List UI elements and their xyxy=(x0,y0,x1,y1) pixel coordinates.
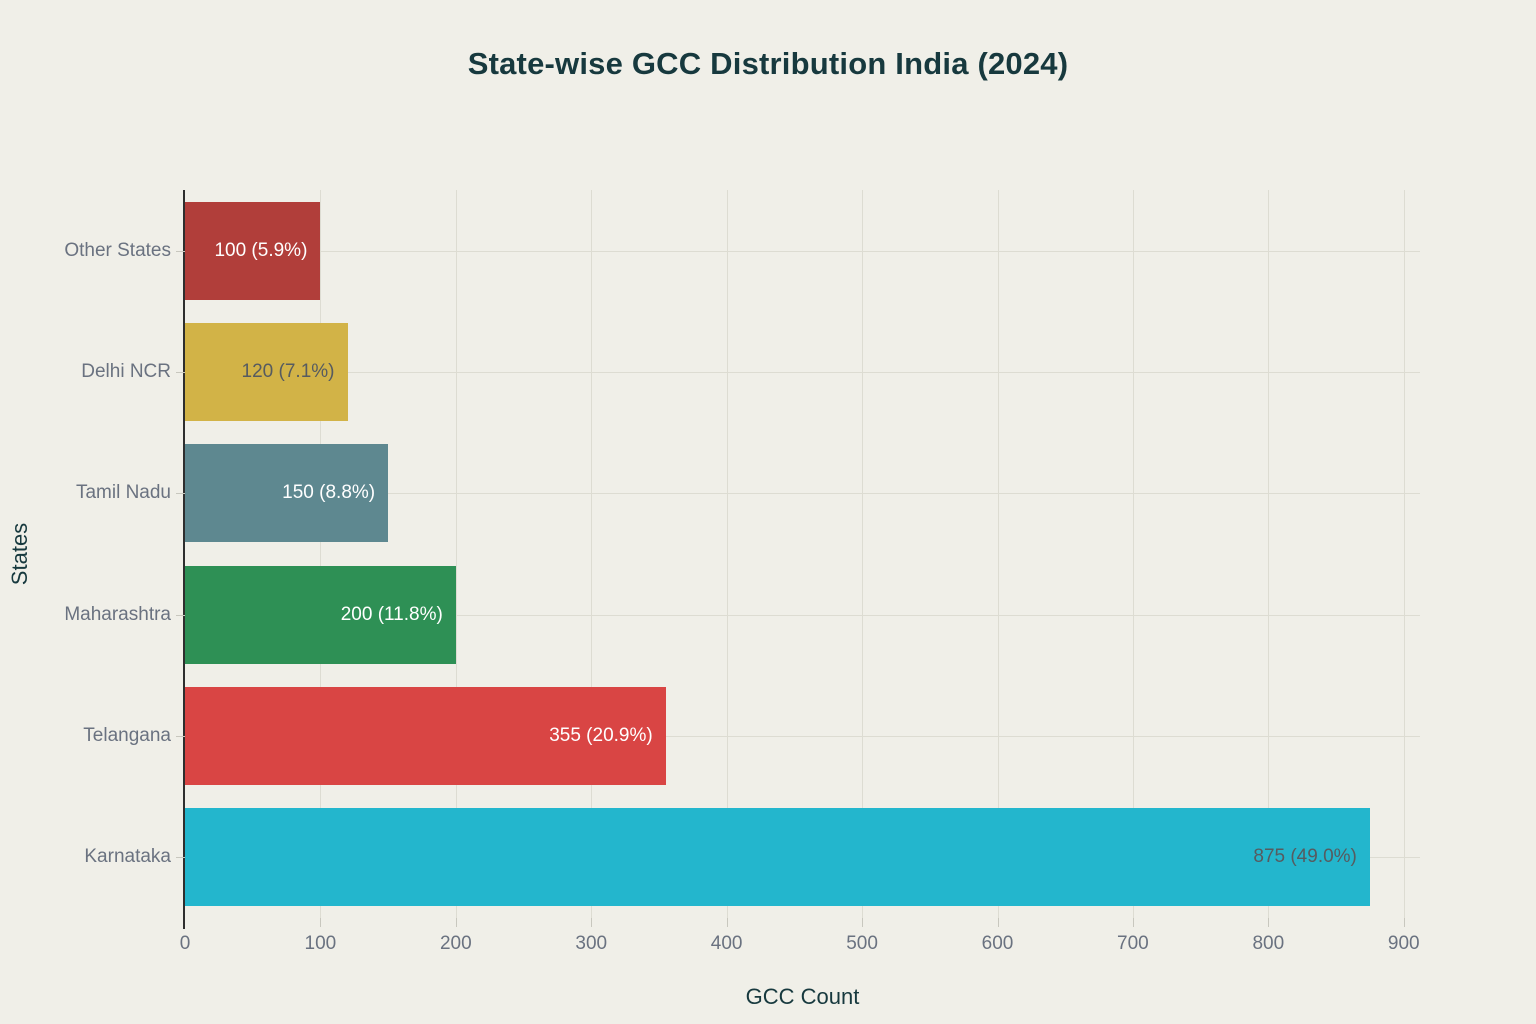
y-tick-label-tamil-nadu: Tamil Nadu xyxy=(75,482,171,504)
x-tick-mark xyxy=(862,918,864,927)
y-tick-mark xyxy=(176,372,185,373)
x-tick-mark xyxy=(726,918,728,927)
x-tick-label: 500 xyxy=(846,933,878,954)
x-tick-label: 400 xyxy=(710,933,743,954)
x-tick-label: 700 xyxy=(1117,933,1149,954)
bar-value-label-telangana: 355 (20.9%) xyxy=(549,725,653,746)
x-tick-mark xyxy=(320,918,322,927)
y-tick-label-delhi-ncr: Delhi NCR xyxy=(81,361,171,382)
x-gridline xyxy=(862,190,864,918)
x-tick-label: 600 xyxy=(981,933,1014,954)
x-tick-label: 900 xyxy=(1387,933,1420,954)
y-axis-title: States xyxy=(7,522,32,586)
bar-value-label-delhi-ncr: 120 (7.1%) xyxy=(241,361,335,382)
x-tick-mark xyxy=(1268,918,1270,927)
x-gridline xyxy=(320,190,322,918)
x-gridline xyxy=(455,190,457,918)
x-gridline xyxy=(1403,190,1405,918)
x-axis-title: GCC Count xyxy=(745,984,860,1009)
x-tick-mark xyxy=(1132,918,1134,927)
bar-value-label-maharashtra: 200 (11.8%) xyxy=(340,603,443,625)
x-tick-mark xyxy=(455,918,457,927)
chart-title: State-wise GCC Distribution India (2024) xyxy=(467,46,1069,81)
bar-telangana: 355 (20.9%) xyxy=(185,687,666,785)
x-gridline xyxy=(726,190,728,918)
x-tick-mark xyxy=(997,918,999,927)
bar-other-states: 100 (5.9%) xyxy=(185,201,321,300)
y-gridline xyxy=(185,250,1420,252)
bar-maharashtra: 200 (11.8%) xyxy=(185,565,456,664)
x-gridline xyxy=(1268,190,1270,918)
y-axis-line xyxy=(183,190,185,929)
y-tick-mark xyxy=(176,250,185,252)
x-tick-label: 800 xyxy=(1252,933,1285,954)
x-gridline xyxy=(591,190,593,918)
y-tick-mark xyxy=(176,736,185,737)
x-tick-label: 100 xyxy=(304,933,337,954)
y-tick-label-maharashtra: Maharashtra xyxy=(64,603,171,625)
y-tick-mark xyxy=(176,614,185,616)
x-tick-label: 200 xyxy=(439,933,472,954)
y-gridline xyxy=(185,493,1420,495)
y-tick-label-karnataka: Karnataka xyxy=(84,846,171,868)
bar-value-label-tamil-nadu: 150 (8.8%) xyxy=(282,482,376,504)
x-gridline xyxy=(1132,190,1134,918)
y-gridline xyxy=(185,614,1420,616)
y-tick-mark xyxy=(176,493,185,495)
x-tick-label: 0 xyxy=(179,933,191,954)
x-tick-mark xyxy=(591,918,593,927)
bar-delhi-ncr: 120 (7.1%) xyxy=(185,323,348,421)
bar-value-label-other-states: 100 (5.9%) xyxy=(214,239,308,261)
x-tick-mark xyxy=(1403,918,1405,927)
bar-tamil-nadu: 150 (8.8%) xyxy=(185,444,389,543)
x-gridline xyxy=(997,190,999,918)
bar-value-label-karnataka: 875 (49.0%) xyxy=(1253,846,1357,868)
y-tick-label-telangana: Telangana xyxy=(83,725,171,746)
bar-karnataka: 875 (49.0%) xyxy=(185,808,1370,907)
y-tick-label-other-states: Other States xyxy=(64,239,171,261)
y-tick-mark xyxy=(176,857,185,859)
plot-area: 100 (5.9%) 120 (7.1%) 150 (8.8%) 200 (11.8%… xyxy=(185,190,1420,918)
x-tick-label: 300 xyxy=(575,933,608,954)
y-gridline xyxy=(185,372,1420,373)
y-gridline xyxy=(185,736,1420,737)
